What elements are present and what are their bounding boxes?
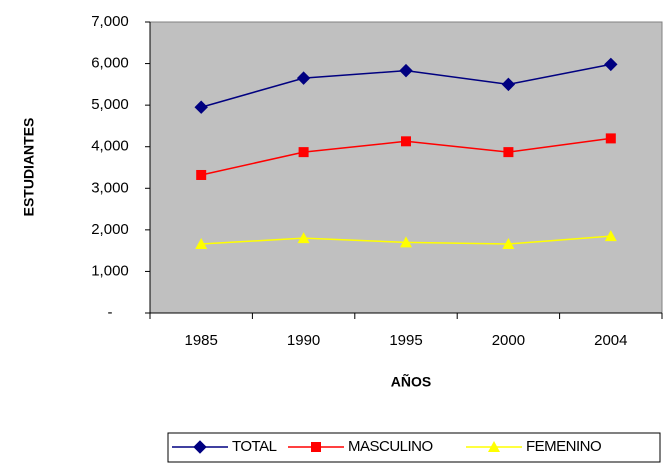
marker — [488, 441, 500, 452]
legend-label: MASCULINO — [348, 438, 433, 455]
marker — [503, 147, 514, 158]
y-tick-label: 4,000 — [91, 138, 129, 155]
marker — [311, 442, 321, 452]
y-tick-label: 5,000 — [91, 96, 129, 113]
x-tick-label: 2004 — [594, 332, 627, 349]
y-tick-label: 7,000 — [91, 13, 129, 30]
legend-label: FEMENINO — [526, 438, 601, 455]
marker — [604, 230, 617, 242]
marker — [400, 236, 412, 248]
marker — [194, 100, 208, 114]
marker — [502, 237, 515, 249]
y-tick-label: 3,000 — [91, 179, 129, 196]
legend-label: TOTAL — [232, 438, 277, 455]
marker — [501, 77, 516, 92]
marker — [298, 147, 309, 158]
x-tick-label: 1985 — [185, 332, 218, 349]
legend — [167, 432, 661, 463]
x-tick-label: 1995 — [389, 332, 422, 349]
x-axis-label: AÑOS — [391, 373, 431, 390]
marker — [196, 169, 207, 180]
y-tick-label: 1,000 — [91, 262, 129, 279]
marker — [297, 232, 310, 244]
marker — [193, 440, 207, 454]
x-tick-label: 2000 — [492, 332, 525, 349]
y-tick-label: - — [108, 304, 113, 321]
marker — [296, 71, 311, 85]
y-axis-label: ESTUDIANTES — [21, 118, 37, 217]
marker — [195, 237, 208, 249]
y-tick-label: 2,000 — [91, 221, 129, 238]
y-tick-label: 6,000 — [91, 55, 129, 72]
marker — [399, 63, 413, 78]
marker — [604, 57, 618, 72]
x-tick-label: 1990 — [287, 332, 320, 349]
marker — [605, 133, 616, 144]
marker — [401, 136, 411, 147]
